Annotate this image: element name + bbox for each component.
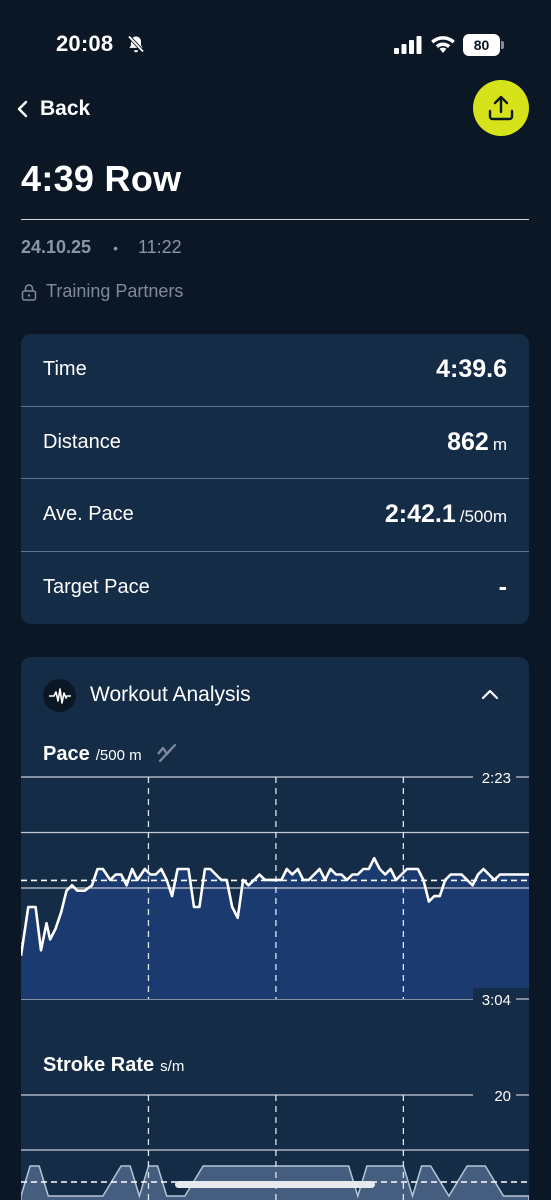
split-toggle-icon[interactable] xyxy=(156,742,178,764)
wifi-icon xyxy=(431,36,455,53)
chevron-up-icon[interactable] xyxy=(481,685,499,703)
title-divider xyxy=(21,219,529,220)
lock-icon xyxy=(21,283,37,301)
stat-value: 862 m xyxy=(447,427,507,456)
stroke-chart-unit: s/m xyxy=(160,1058,185,1075)
workout-meta: 24.10.25 • 11:22 xyxy=(21,237,182,258)
stroke-chart-title: Stroke Rate xyxy=(43,1054,155,1076)
stroke-chart-label: Stroke Rate s/m xyxy=(43,1054,184,1077)
battery-level: 80 xyxy=(473,37,490,53)
back-label: Back xyxy=(40,97,91,120)
stat-label: Target Pace xyxy=(43,576,150,599)
stat-row-ave-pace: Ave. Pace 2:42.1/500m xyxy=(21,479,529,552)
upload-icon xyxy=(488,95,514,121)
pace-chart: 2:23 3:04 xyxy=(21,767,529,1007)
cellular-signal-icon xyxy=(394,36,422,54)
workout-time: 11:22 xyxy=(137,237,182,257)
home-indicator xyxy=(175,1181,375,1188)
stat-row-target-pace: Target Pace - xyxy=(21,552,529,625)
pace-tick-bg xyxy=(473,767,529,788)
stat-value: 4:39.6 xyxy=(436,355,507,384)
share-button[interactable] xyxy=(473,80,529,136)
stat-row-time: Time 4:39.6 xyxy=(21,334,529,407)
battery-icon: 80 xyxy=(463,34,505,56)
stat-value: - xyxy=(498,573,507,602)
status-time: 20:08 xyxy=(56,31,114,56)
bell-off-icon xyxy=(127,35,145,53)
pace-series-line xyxy=(21,856,529,956)
stat-value: 2:42.1/500m xyxy=(384,500,507,529)
back-button[interactable]: Back xyxy=(14,92,90,126)
workout-analysis-card: Workout Analysis Pace /500 m 2:23 3:04 St… xyxy=(21,657,529,1200)
meta-separator: • xyxy=(113,239,118,256)
visibility-setting[interactable]: Training Partners xyxy=(21,281,183,302)
stat-label: Ave. Pace xyxy=(43,503,134,526)
workout-analysis-title: Workout Analysis xyxy=(90,683,251,706)
pace-chart-unit: /500 m xyxy=(95,747,142,764)
status-bar: 20:08 80 xyxy=(0,0,551,90)
stat-unit: /500m xyxy=(459,507,507,527)
pace-tick-bg xyxy=(473,988,529,1007)
stroke-tick-label: 20 xyxy=(494,1088,511,1105)
pace-tick-label: 2:23 xyxy=(482,770,511,787)
stat-label: Time xyxy=(43,358,87,381)
pace-area xyxy=(21,858,529,999)
workout-date: 24.10.25 xyxy=(21,237,92,257)
stat-label: Distance xyxy=(43,430,121,453)
visibility-label: Training Partners xyxy=(46,281,184,301)
stats-card: Time 4:39.6 Distance 862 m Ave. Pace 2:42… xyxy=(21,334,529,624)
stat-row-distance: Distance 862 m xyxy=(21,407,529,479)
pace-chart-title: Pace xyxy=(43,743,90,765)
page-title: 4:39 Row xyxy=(21,158,182,199)
chevron-left-icon xyxy=(17,100,28,118)
pace-tick-label: 3:04 xyxy=(482,992,511,1007)
waveform-icon xyxy=(43,679,76,712)
workout-analysis-header[interactable]: Workout Analysis xyxy=(21,657,529,735)
stat-unit: m xyxy=(492,434,507,454)
pace-chart-label: Pace /500 m xyxy=(43,738,178,766)
